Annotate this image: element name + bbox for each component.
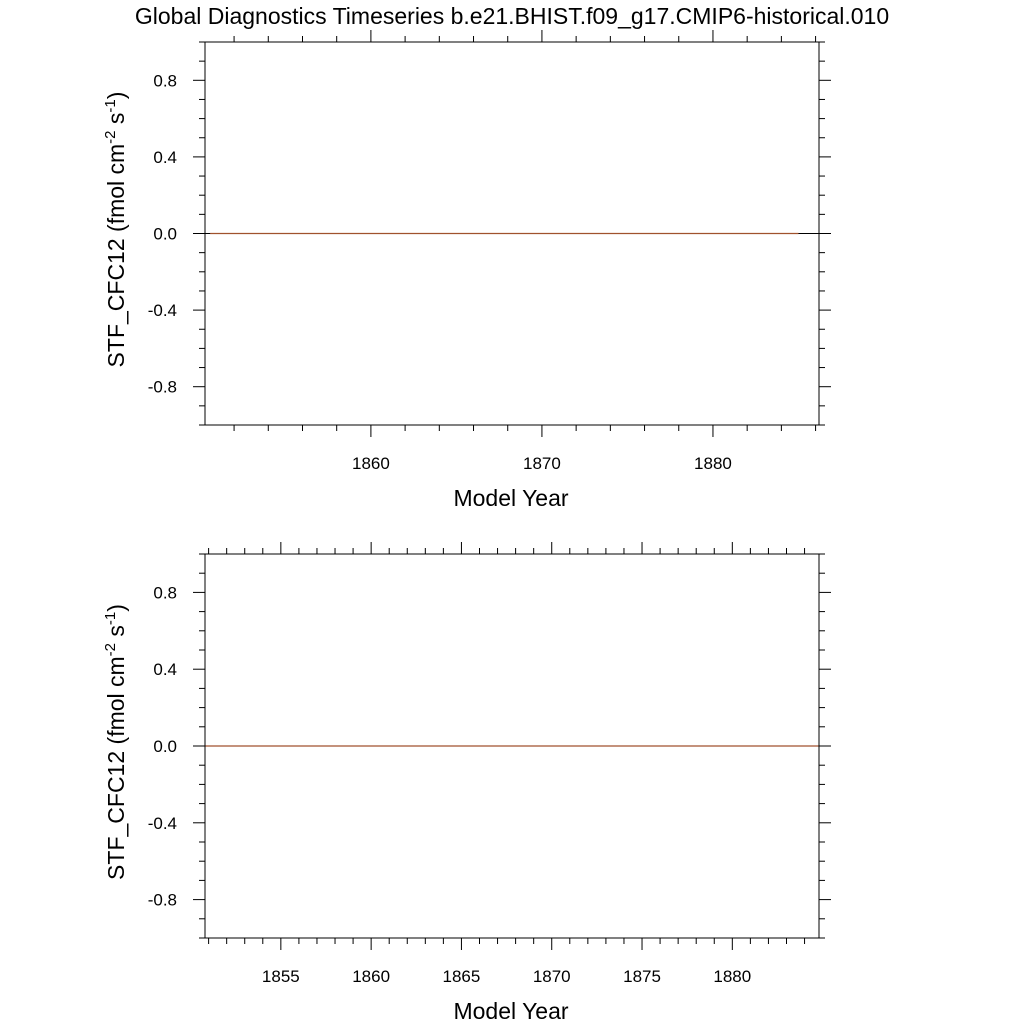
y-tick-label: 0.0 [153, 225, 177, 244]
plot-2-ylabel-main: STF_CFC12 (fmol cm [103, 656, 129, 880]
y-tick-label: 0.8 [153, 583, 177, 602]
plot-1-x-tick-labels: 1860 1870 1880 [352, 454, 732, 473]
y-tick-label: 0.4 [153, 148, 177, 167]
x-tick-label: 1880 [694, 454, 732, 473]
x-tick-label: 1870 [523, 454, 561, 473]
y-tick-label: 0.8 [153, 71, 177, 90]
plot-2-x-axis-title: Model Year [453, 998, 568, 1024]
plot-1-ylabel-sup1: -2 [102, 130, 119, 143]
plot-2: 1855 1860 1865 1870 1875 1880 -0.8 -0.4 0.0 0.4 0… [102, 542, 831, 1024]
plot-1-frame [204, 41, 820, 426]
y-tick-label: -0.4 [148, 814, 177, 833]
plot-1-ticks [193, 30, 831, 437]
x-tick-label: 1875 [623, 967, 661, 986]
plot-1-ylabel-sup2: -1 [102, 99, 119, 112]
plot-1-y-axis-title: STF_CFC12 (fmol cm-2 s-1) [102, 92, 129, 368]
plot-2-y-axis-title: STF_CFC12 (fmol cm-2 s-1) [102, 604, 129, 880]
plot-1-ylabel-end: ) [103, 92, 129, 100]
plot-2-ylabel-mid: s [103, 625, 129, 643]
plot-2-ylabel-end: ) [103, 604, 129, 612]
plot-1-ylabel-mid: s [103, 113, 129, 131]
plot-2-frame [204, 553, 820, 939]
x-tick-label: 1860 [352, 967, 390, 986]
plot-1-x-axis-title: Model Year [453, 485, 568, 511]
plot-2-ylabel-sup2: -1 [102, 612, 119, 625]
y-tick-label: -0.8 [148, 378, 177, 397]
plot-1-ylabel-main: STF_CFC12 (fmol cm [103, 144, 129, 368]
x-tick-label: 1855 [262, 967, 300, 986]
plot-2-ylabel-sup1: -2 [102, 643, 119, 656]
y-tick-label: 0.4 [153, 660, 177, 679]
x-tick-label: 1870 [533, 967, 571, 986]
x-tick-label: 1865 [443, 967, 481, 986]
plot-2-y-tick-labels: -0.8 -0.4 0.0 0.4 0.8 [148, 583, 177, 909]
plot-1-y-tick-labels: -0.8 -0.4 0.0 0.4 0.8 [148, 71, 177, 396]
x-tick-label: 1860 [352, 454, 390, 473]
plot-2-x-tick-labels: 1855 1860 1865 1870 1875 1880 [262, 967, 751, 986]
y-tick-label: -0.4 [148, 301, 177, 320]
chart-title: Global Diagnostics Timeseries b.e21.BHIS… [134, 3, 890, 29]
y-tick-label: -0.8 [148, 891, 177, 910]
plot-2-ticks [193, 542, 831, 950]
plot-1: 1860 1870 1880 -0.8 -0.4 0.0 0.4 0.8 Model Yea… [102, 30, 831, 511]
x-tick-label: 1880 [713, 967, 751, 986]
y-tick-label: 0.0 [153, 737, 177, 756]
